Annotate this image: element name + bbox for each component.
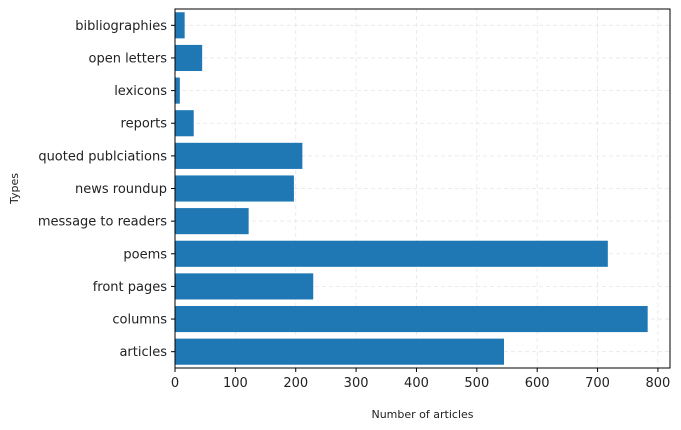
bar-poems: [175, 240, 608, 267]
bar-message-to-readers: [175, 208, 249, 235]
y-tick-label: bibliographies: [75, 19, 167, 34]
bar-articles: [175, 338, 504, 365]
x-axis-ticks: 0 100 200 300 400 500 600 700 800: [171, 368, 670, 391]
bars: [175, 12, 648, 365]
x-axis-label: Number of articles: [371, 408, 473, 421]
y-tick-label: lexicons: [114, 84, 167, 99]
bar-news-roundup: [175, 175, 294, 202]
x-tick-label: 800: [646, 376, 671, 391]
bar-lexicons: [175, 77, 180, 104]
x-tick-label: 200: [283, 376, 308, 391]
y-tick-label: open letters: [89, 51, 168, 66]
y-tick-label: poems: [123, 247, 167, 262]
x-tick-label: 400: [404, 376, 429, 391]
y-axis-ticks: articles columns front pages poems message t…: [38, 19, 175, 360]
y-tick-label: front pages: [93, 280, 168, 295]
x-tick-label: 300: [344, 376, 369, 391]
bar-columns: [175, 305, 648, 333]
bar-open-letters: [175, 44, 203, 72]
y-tick-label: news roundup: [75, 182, 167, 197]
x-tick-label: 600: [525, 376, 550, 391]
x-tick-label: 0: [171, 376, 179, 391]
bar-front-pages: [175, 273, 314, 300]
bar-bibliographies: [175, 12, 185, 39]
y-tick-label: message to readers: [38, 215, 167, 230]
x-tick-label: 500: [464, 376, 489, 391]
y-tick-label: columns: [112, 313, 167, 328]
x-tick-label: 100: [223, 376, 248, 391]
y-tick-label: articles: [119, 345, 167, 360]
y-tick-label: reports: [121, 117, 168, 132]
bar-quoted-publciations: [175, 142, 303, 169]
bar-reports: [175, 110, 194, 137]
x-tick-label: 700: [585, 376, 610, 391]
y-tick-label: quoted publciations: [38, 149, 167, 164]
y-axis-label: Types: [8, 173, 21, 205]
